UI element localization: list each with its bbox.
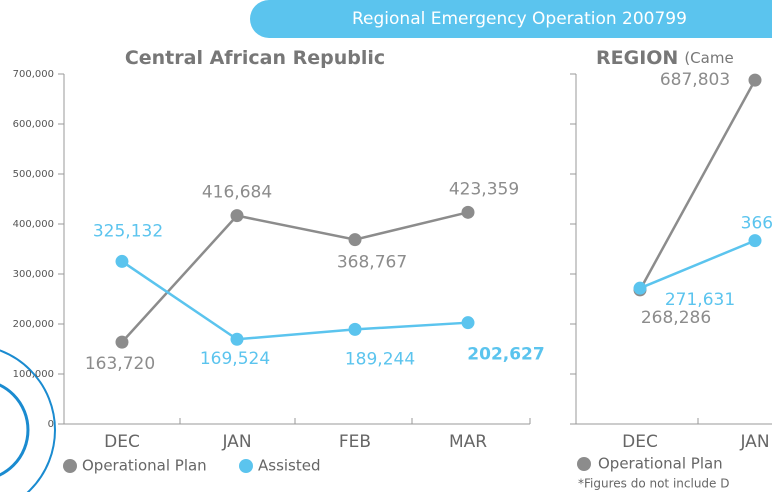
legend-marker bbox=[63, 459, 77, 473]
data-label: 189,244 bbox=[345, 349, 415, 369]
data-point bbox=[348, 233, 362, 247]
data-label: 202,627 bbox=[467, 345, 544, 365]
decor-circle bbox=[0, 349, 56, 492]
legend-marker bbox=[239, 459, 253, 473]
footnote: *Figures do not include D bbox=[578, 477, 729, 491]
series-line bbox=[638, 79, 757, 291]
data-label: 163,720 bbox=[85, 354, 155, 374]
y-tick-label: 200,000 bbox=[13, 319, 54, 330]
data-point bbox=[748, 73, 762, 87]
data-label: 268,286 bbox=[641, 308, 711, 328]
data-point bbox=[348, 322, 362, 336]
legend-label: Operational Plan bbox=[598, 455, 723, 473]
legend-label: Operational Plan bbox=[82, 457, 207, 475]
data-label: 366,8 bbox=[741, 214, 772, 234]
y-tick-label: 700,000 bbox=[13, 69, 54, 80]
decor-circle bbox=[0, 383, 30, 477]
x-tick-label: DEC bbox=[622, 432, 658, 452]
y-tick-label: 0 bbox=[48, 419, 54, 430]
data-point bbox=[115, 254, 129, 268]
chart-title-text: REGION bbox=[596, 47, 678, 69]
y-tick-label: 400,000 bbox=[13, 219, 54, 230]
x-tick-label: DEC bbox=[104, 432, 140, 452]
header-title: Regional Emergency Operation 200799 bbox=[352, 9, 687, 29]
header-banner bbox=[250, 0, 772, 38]
x-tick-label: JAN bbox=[221, 432, 251, 452]
chart-subtitle: (Came bbox=[684, 49, 733, 67]
data-label: 423,359 bbox=[449, 179, 519, 199]
chart-title-text: Central African Republic bbox=[125, 47, 385, 69]
series-line bbox=[639, 239, 756, 290]
data-point bbox=[461, 205, 475, 219]
data-point bbox=[230, 209, 244, 223]
data-label: 271,631 bbox=[665, 290, 735, 310]
x-tick-label: FEB bbox=[339, 432, 371, 452]
x-tick-label: MAR bbox=[449, 432, 487, 452]
legend-marker bbox=[577, 457, 591, 471]
data-label: 325,132 bbox=[93, 221, 163, 241]
series-line bbox=[121, 260, 469, 341]
y-tick-label: 500,000 bbox=[13, 169, 54, 180]
data-point bbox=[230, 332, 244, 346]
data-label: 368,767 bbox=[337, 253, 407, 273]
y-tick-label: 300,000 bbox=[13, 269, 54, 280]
series-line bbox=[121, 211, 469, 343]
chart-title: Central African Republic bbox=[125, 47, 385, 69]
x-tick-label: JAN bbox=[739, 432, 769, 452]
legend-label: Assisted bbox=[258, 457, 321, 475]
data-point bbox=[461, 316, 475, 330]
data-label: 687,803 bbox=[660, 70, 730, 90]
chart-title: REGION (Came bbox=[596, 47, 734, 69]
data-label: 169,524 bbox=[200, 349, 270, 369]
y-tick-label: 100,000 bbox=[13, 369, 54, 380]
data-label: 416,684 bbox=[202, 183, 272, 203]
data-point bbox=[633, 281, 647, 295]
data-point bbox=[115, 335, 129, 349]
y-tick-label: 600,000 bbox=[13, 119, 54, 130]
data-point bbox=[748, 234, 762, 248]
